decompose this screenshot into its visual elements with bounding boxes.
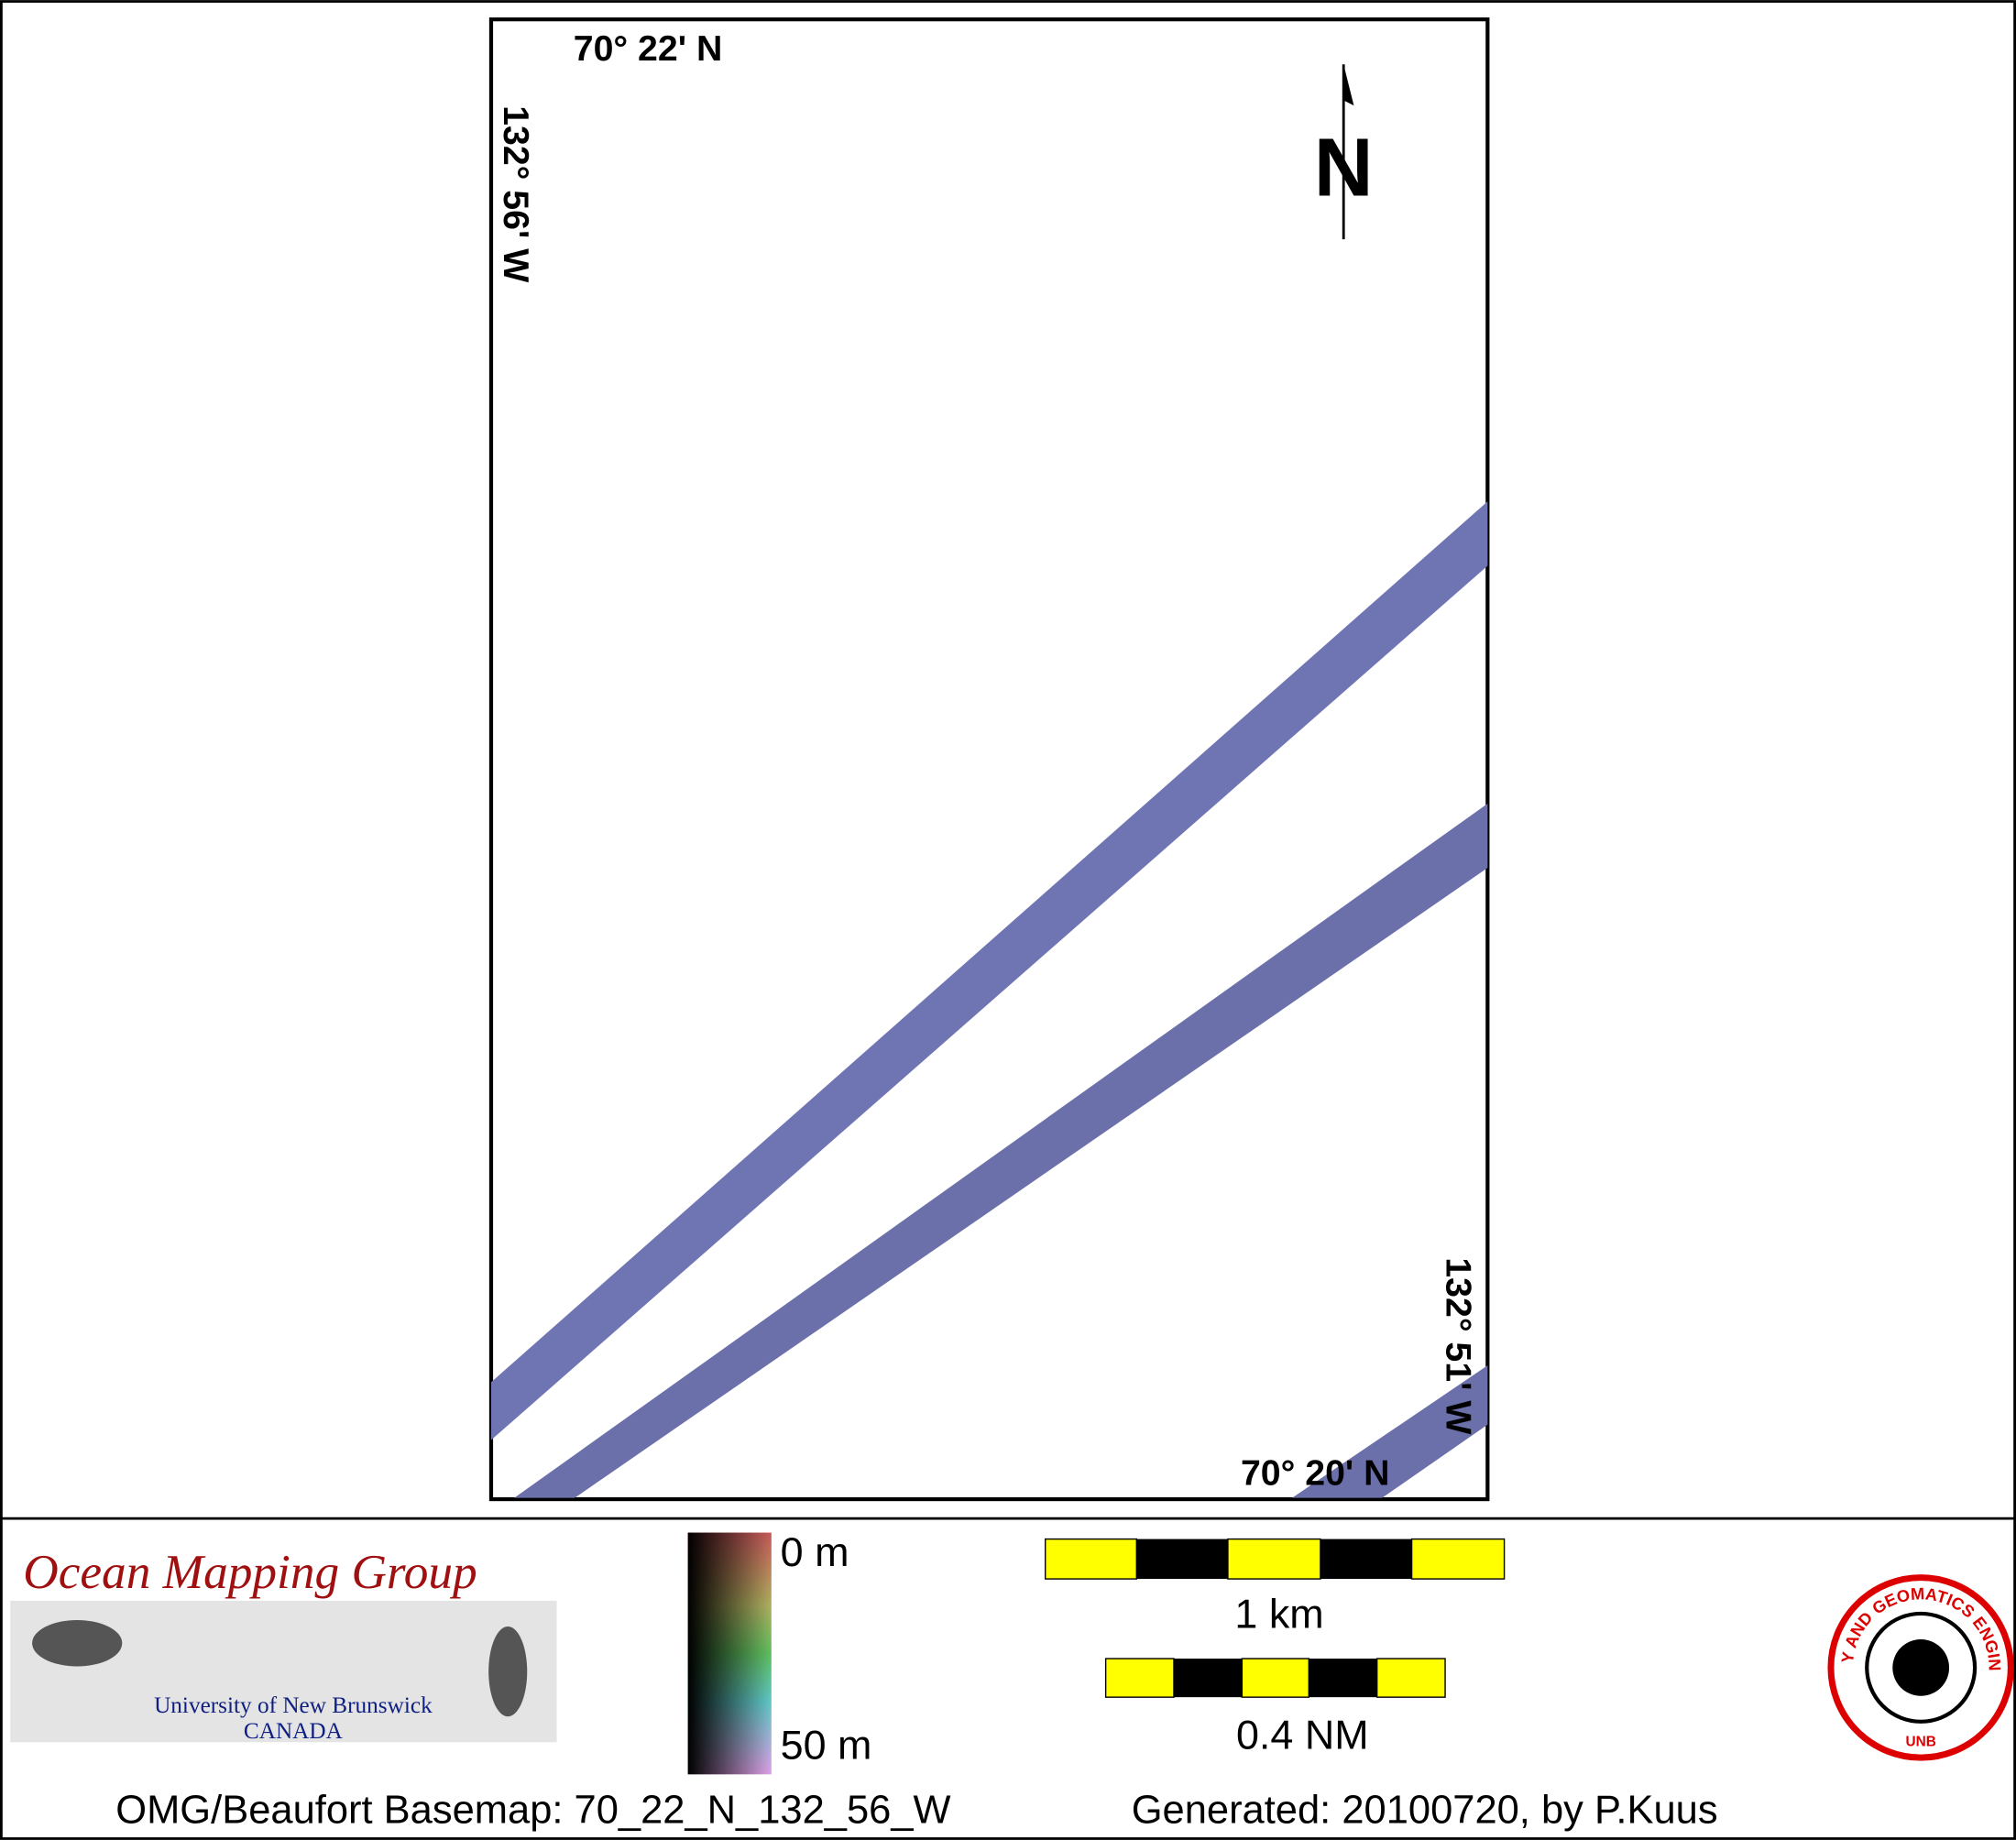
scale-bar: 0.4 NM	[1104, 1658, 1446, 1758]
depth-legend: 0 m 50 m	[687, 1528, 872, 1775]
north-arrow: N	[1314, 64, 1374, 240]
swath	[490, 501, 1488, 1440]
scale-label: 1 km	[1234, 1590, 1323, 1637]
omg-logo: Ocean Mapping Group University of New Br…	[10, 1544, 557, 1744]
omg-line: University of New Brunswick	[154, 1692, 433, 1718]
scale-bar: 1 km	[1044, 1538, 1506, 1637]
omg-title: Ocean Mapping Group	[23, 1544, 477, 1599]
unb-bottom: UNB	[1905, 1734, 1935, 1749]
omg-line: CANADA	[244, 1718, 344, 1744]
footer-basemap: OMG/Beaufort Basemap: 70_22_N_132_56_W	[115, 1789, 950, 1833]
bottom-latitude: 70° 20' N	[1241, 1453, 1390, 1494]
depth-top: 0 m	[781, 1528, 849, 1575]
survey-swaths	[490, 501, 1488, 1498]
omg-icon	[488, 1626, 528, 1717]
swath	[514, 804, 1488, 1498]
scale-label: 0.4 NM	[1236, 1711, 1369, 1758]
omg-icon	[32, 1619, 123, 1667]
swath	[1292, 1365, 1488, 1498]
top-latitude: 70° 22' N	[574, 28, 723, 69]
north-label: N	[1314, 122, 1374, 214]
footer-generated: Generated: 20100720, by P.Kuus	[1132, 1789, 1718, 1833]
left-longitude: 132° 56' W	[496, 105, 536, 283]
colorbar-shade	[687, 1532, 772, 1775]
right-longitude: 132° 51' W	[1438, 1257, 1478, 1435]
depth-bottom: 50 m	[781, 1721, 872, 1768]
